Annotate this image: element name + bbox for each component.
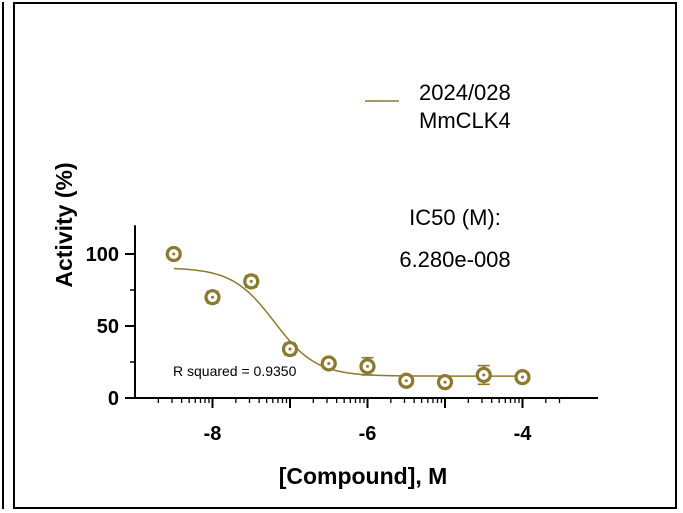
data-point-center [443, 380, 447, 384]
fit-curve [173, 267, 523, 377]
ic50-label: IC50 (M): [409, 205, 501, 230]
chart-axes: 0 50 100 -8 -6 -4 [86, 225, 598, 445]
y-tick-label: 0 [108, 388, 119, 410]
x-tick-label: -8 [204, 423, 222, 445]
chart-frame [13, 2, 677, 509]
data-point-center [172, 252, 176, 256]
data-point-center [482, 373, 486, 377]
data-point-center [521, 375, 524, 379]
data-points-group [165, 245, 531, 391]
data-point-center [249, 279, 253, 283]
x-tick-label: -6 [359, 423, 377, 445]
legend-label-line-2: MmCLK4 [419, 108, 511, 133]
data-point-center [327, 361, 331, 365]
y-tick-label: 50 [97, 316, 119, 338]
data-point-center [288, 347, 292, 351]
fit-curve-group [173, 267, 523, 377]
r-squared-label: R squared = 0.9350 [173, 363, 297, 379]
x-tick-label: -4 [514, 423, 533, 445]
data-point-center [211, 295, 214, 299]
x-axis-label: [Compound], M [279, 463, 448, 489]
ic50-value: 6.280e-008 [399, 247, 510, 272]
legend-label-line-1: 2024/028 [419, 80, 511, 105]
data-point-center [366, 364, 369, 368]
y-axis-label: Activity (%) [51, 162, 77, 287]
left-border-line [2, 2, 4, 509]
y-tick-label: 100 [86, 244, 119, 266]
data-point-center [404, 379, 408, 383]
